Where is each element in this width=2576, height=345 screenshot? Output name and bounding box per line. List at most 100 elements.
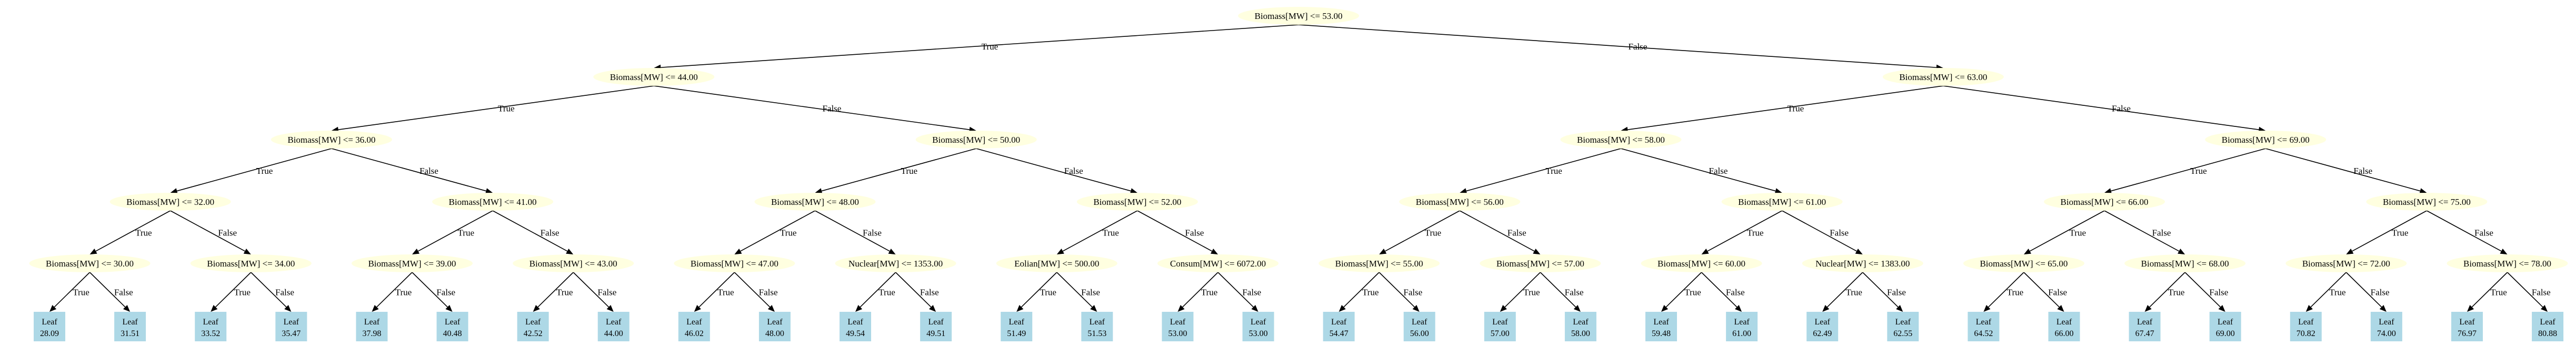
edge-true-61	[2471, 272, 2508, 308]
arrowhead-false-24	[767, 304, 775, 312]
edge-true-23	[698, 272, 735, 308]
leaf-label: Leaf	[203, 318, 219, 327]
edge-label-false-26: False	[920, 288, 939, 298]
decision-node-label: Biomass[MW] <= 30.00	[46, 259, 134, 269]
decision-node-label: Biomass[MW] <= 52.00	[1093, 197, 1181, 207]
leaf-value: 80.88	[2538, 329, 2557, 338]
leaf-value: 69.00	[2216, 329, 2235, 338]
leaf-label: Leaf	[284, 318, 299, 327]
leaf-label: Leaf	[1009, 318, 1025, 327]
leaf-value: 51.49	[1007, 329, 1026, 338]
arrowhead-true-25	[855, 304, 863, 312]
edge-label-false-54: False	[2048, 288, 2067, 298]
edge-false-24	[734, 272, 771, 308]
edge-false-46	[1701, 272, 1738, 308]
decision-node-label: Biomass[MW] <= 68.00	[2141, 259, 2229, 269]
leaf-box	[1162, 312, 1194, 341]
edge-label-true-19: True	[901, 166, 918, 176]
edge-true-25	[860, 272, 896, 308]
edge-label-false-8: False	[218, 228, 237, 238]
decision-node-shape	[351, 254, 473, 272]
leaf-label: Leaf	[1573, 318, 1589, 327]
arrowhead-true-19	[815, 188, 823, 194]
arrowhead-true-9	[49, 304, 57, 312]
arrowhead-false-36	[1774, 188, 1782, 194]
edge-label-false-34: False	[2112, 104, 2131, 114]
edge-label-false-10: False	[114, 288, 133, 298]
arrowhead-false-52	[2178, 248, 2185, 254]
edge-true-45	[1665, 272, 1702, 308]
leaf-box	[920, 312, 952, 341]
edge-label-true-35: True	[1545, 166, 1562, 176]
decision-node-label: Biomass[MW] <= 48.00	[771, 197, 859, 207]
edge-label-true-11: True	[234, 288, 251, 298]
arrowhead-false-56	[2218, 304, 2225, 312]
leaf-node: Leaf 46.02	[678, 312, 710, 341]
arrowhead-true-31	[1177, 304, 1185, 312]
arrowhead-true-41	[1500, 304, 1507, 312]
decision-node-label: Eolian[MW] <= 500.00	[1014, 259, 1099, 269]
edge-true-51	[2029, 210, 2105, 252]
decision-node-shape	[593, 68, 715, 86]
leaf-box	[1887, 312, 1919, 341]
edge-label-true-7: True	[135, 228, 152, 238]
leaf-node: Leaf 58.00	[1564, 312, 1596, 341]
decision-node-shape	[1641, 254, 1762, 272]
edge-label-false-48: False	[1887, 288, 1906, 298]
leaf-box	[275, 312, 307, 341]
edge-label-true-9: True	[73, 288, 89, 298]
leaf-node: Leaf 33.52	[195, 312, 227, 341]
arrowhead-false-30	[1090, 304, 1097, 312]
leaf-box	[34, 312, 65, 341]
edge-false-34	[1943, 85, 2259, 131]
edge-true-9	[54, 272, 91, 308]
edge-label-false-6: False	[420, 166, 438, 176]
arrowhead-false-8	[243, 248, 251, 254]
arrowhead-true-21	[734, 248, 742, 254]
leaf-node: Leaf 51.49	[1001, 312, 1033, 341]
leaf-label: Leaf	[1815, 318, 1831, 327]
edge-label-true-27: True	[1102, 228, 1119, 238]
decision-node-shape	[2124, 254, 2246, 272]
arrowhead-false-58	[2500, 248, 2508, 254]
decision-node: Eolian[MW] <= 500.00	[996, 254, 1117, 272]
decision-node-label: Biomass[MW] <= 34.00	[207, 259, 295, 269]
arrowhead-true-45	[1661, 304, 1669, 312]
arrowhead-true-35	[1460, 188, 1467, 194]
leaf-box	[2048, 312, 2080, 341]
decision-node-shape	[754, 193, 876, 211]
edge-label-false-24: False	[759, 288, 778, 298]
leaf-node: Leaf 69.00	[2209, 312, 2241, 341]
arrowhead-false-60	[2379, 304, 2387, 312]
leaf-value: 54.47	[1330, 329, 1349, 338]
arrowhead-false-12	[284, 304, 292, 312]
edge-label-false-14: False	[541, 228, 560, 238]
decision-node: Biomass[MW] <= 57.00	[1480, 254, 1601, 272]
decision-node-label: Biomass[MW] <= 44.00	[610, 72, 698, 82]
decision-node-label: Biomass[MW] <= 43.00	[530, 259, 617, 269]
edge-label-true-3: True	[498, 104, 515, 114]
leaf-box	[1968, 312, 2000, 341]
leaf-label: Leaf	[928, 318, 944, 327]
arrowhead-true-47	[1822, 304, 1830, 312]
leaf-node: Leaf 28.09	[34, 312, 65, 341]
leaf-node: Leaf 59.48	[1645, 312, 1677, 341]
arrowhead-true-27	[1056, 248, 1064, 254]
edge-false-28	[1137, 210, 1212, 252]
arrowhead-true-37	[1379, 248, 1387, 254]
edge-label-false-46: False	[1726, 288, 1745, 298]
leaf-node: Leaf 70.82	[2290, 312, 2322, 341]
edge-label-true-23: True	[717, 288, 734, 298]
leaf-value: 66.00	[2055, 329, 2074, 338]
leaf-node: Leaf 61.00	[1726, 312, 1758, 341]
leaf-box	[1323, 312, 1355, 341]
leaf-label: Leaf	[2218, 318, 2233, 327]
edge-false-58	[2427, 210, 2502, 252]
leaf-value: 56.00	[1410, 329, 1429, 338]
edge-label-true-53: True	[2007, 288, 2024, 298]
edge-true-37	[1385, 210, 1460, 252]
leaf-box	[436, 312, 468, 341]
decision-node-label: Biomass[MW] <= 55.00	[1335, 259, 1423, 269]
edge-false-14	[492, 210, 568, 252]
edge-label-false-2: False	[1628, 42, 1647, 52]
